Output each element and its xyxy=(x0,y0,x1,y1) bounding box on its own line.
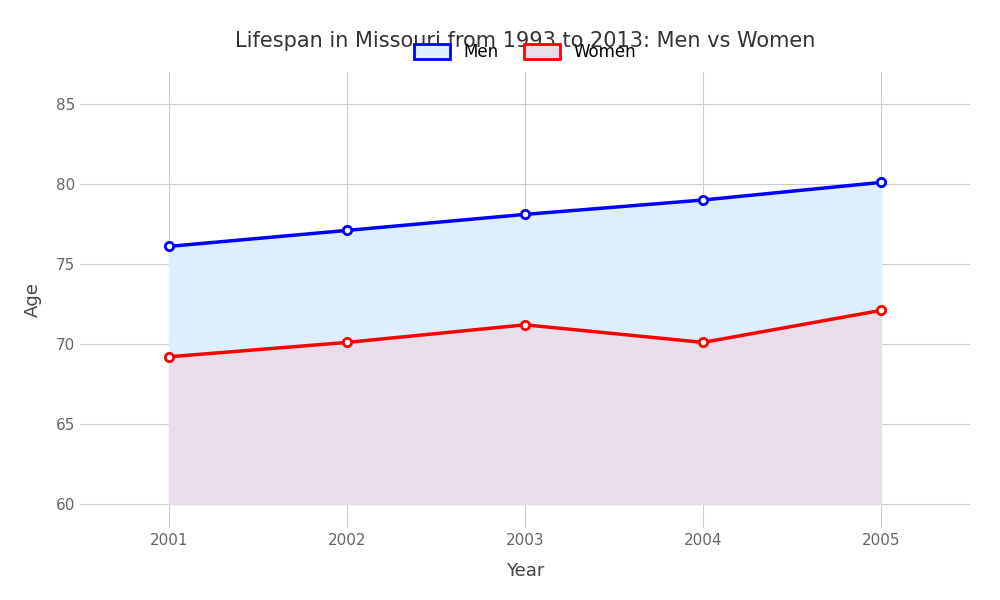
Title: Lifespan in Missouri from 1993 to 2013: Men vs Women: Lifespan in Missouri from 1993 to 2013: … xyxy=(235,31,815,51)
X-axis label: Year: Year xyxy=(506,562,544,580)
Legend: Men, Women: Men, Women xyxy=(405,35,645,70)
Y-axis label: Age: Age xyxy=(24,283,42,317)
